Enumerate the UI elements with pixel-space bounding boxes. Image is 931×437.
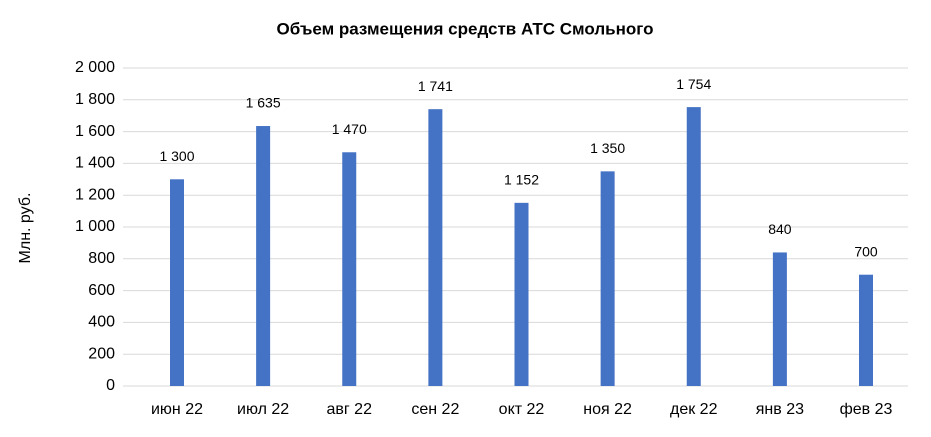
y-tick-label: 800 [88, 250, 115, 267]
x-tick-label: дек 22 [670, 401, 718, 418]
y-tick-label: 200 [88, 345, 115, 362]
y-tick-label: 1 800 [75, 91, 115, 108]
y-tick-label: 1 000 [75, 218, 115, 235]
y-tick-label: 2 000 [75, 59, 115, 76]
x-tick-label: янв 23 [756, 401, 804, 418]
data-label: 1 741 [418, 78, 453, 94]
data-label: 840 [768, 221, 792, 237]
data-label: 700 [854, 243, 878, 259]
bar [256, 126, 271, 386]
data-label: 1 754 [676, 76, 711, 92]
bar [772, 252, 787, 386]
bar [686, 107, 701, 386]
bar [859, 274, 873, 386]
y-tick-label: 400 [88, 314, 115, 331]
y-tick-label: 600 [88, 282, 115, 299]
bar [170, 179, 184, 386]
data-label: 1 152 [504, 172, 539, 188]
data-label: 1 470 [332, 121, 367, 137]
y-tick-label: 1 400 [75, 155, 115, 172]
chart-title: Объем размещения средств АТС Смольного [276, 19, 653, 38]
data-label: 1 300 [159, 148, 194, 164]
y-axis-label: Млн. руб. [17, 193, 34, 264]
x-tick-label: окт 22 [499, 401, 545, 418]
x-tick-label: ноя 22 [583, 401, 632, 418]
bar [342, 152, 357, 386]
data-label: 1 635 [246, 95, 281, 111]
x-tick-label: июн 22 [151, 401, 203, 418]
bar [600, 171, 615, 386]
y-tick-label: 1 200 [75, 186, 115, 203]
data-label: 1 350 [590, 140, 625, 156]
bar [428, 109, 443, 386]
x-tick-label: фев 23 [840, 401, 893, 418]
x-tick-label: авг 22 [327, 401, 373, 418]
x-tick-label: сен 22 [411, 401, 459, 418]
bar [514, 202, 529, 386]
y-tick-label: 0 [106, 377, 115, 394]
y-tick-label: 1 600 [75, 123, 115, 140]
x-tick-label: июл 22 [237, 401, 289, 418]
